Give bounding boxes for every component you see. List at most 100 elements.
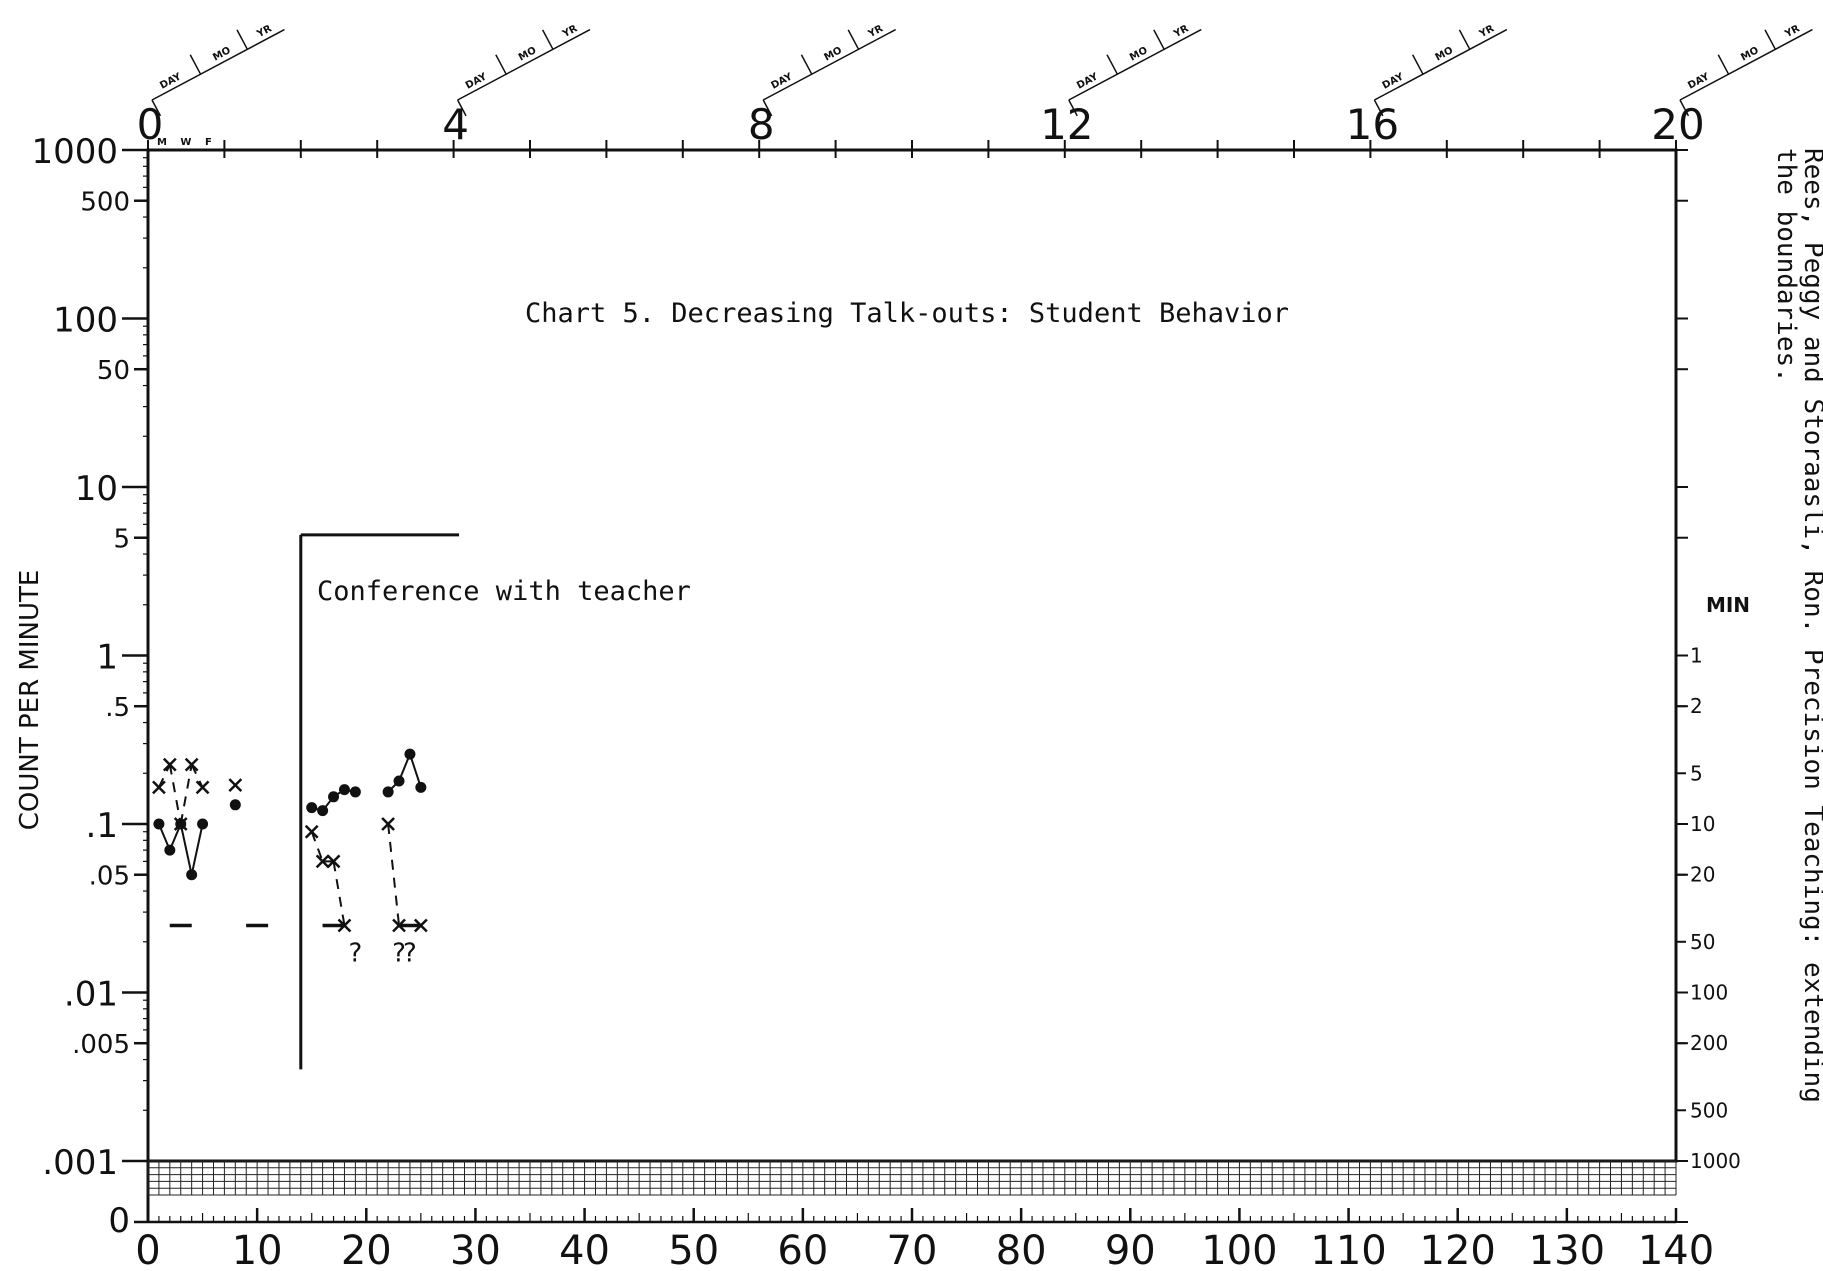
x-series-line [190,764,204,788]
x-point-stroke [195,780,210,795]
date-box-line [151,28,285,101]
min-label: 20 [1690,863,1715,887]
x-tick-label: 20 [341,1228,392,1271]
x-point-stroke [381,817,395,831]
date-box-edge [762,99,773,117]
dot-series-line [408,753,422,788]
x-point-stroke [228,778,243,793]
top-week-label: 4 [442,100,469,149]
y-tick-label: 100 [53,301,118,341]
dot-point [415,781,427,793]
min-label: 10 [1690,812,1715,836]
x-tick-label: 80 [996,1228,1047,1271]
date-box-divider [1153,29,1165,50]
date-box-edge [1068,99,1078,117]
x-point [326,854,341,869]
date-box-label: YR [560,23,580,40]
dot-point [393,775,405,787]
date-box-label: DAY [464,71,490,92]
x-point-stroke [173,817,188,831]
date-box-divider [1106,54,1119,75]
dot-point [382,786,394,798]
phase-annotation: Conference with teacher [317,576,691,607]
x-tick-label: 60 [777,1228,828,1271]
date-box-line [1068,28,1202,101]
dot-point [338,784,350,796]
date-box-edge [1679,99,1690,117]
x-tick-label: 0 [135,1228,160,1271]
x-tick-label: 130 [1529,1228,1605,1271]
x-series-line [168,764,182,825]
date-box-label: YR [1171,23,1191,40]
x-point [381,817,395,831]
top-week-label: 20 [1651,100,1704,149]
x-point-stroke [152,780,166,795]
x-point [315,854,330,869]
x-point-stroke [315,854,330,869]
x-tick-label: 140 [1638,1228,1714,1271]
x-series-line [310,831,324,862]
dot-point [229,799,241,811]
x-series-line [387,823,401,926]
date-box-label: DAY [158,71,184,92]
y-tick-label: .001 [42,1143,118,1183]
y-tick-label: 500 [80,188,130,218]
bottom-grid-layer [147,1160,1677,1196]
x-series-line [179,764,193,825]
date-box-divider [800,54,813,75]
chart-title: Chart 5. Decreasing Talk-outs: Student B… [525,298,1289,329]
date-box: DAY MO YR [456,23,591,117]
date-box-divider [1717,54,1730,75]
x-point-stroke [162,757,177,772]
min-label: 1000 [1690,1149,1741,1173]
day-letters: M W F [157,137,217,148]
date-box: DAY MO YR [762,23,896,117]
x-point [304,824,319,839]
dot-point [328,791,340,803]
y-tick-label: 10 [75,469,118,509]
date-box-divider [189,54,202,75]
data-layer: ??? [152,748,428,969]
date-box-edge [1373,99,1384,117]
date-box-label: YR [866,23,886,40]
dot-series-line [190,823,204,875]
y-axis-title: COUNT PER MINUTE [15,570,45,831]
date-box-edge [151,99,162,117]
date-box-label: DAY [769,71,795,92]
date-box-label: DAY [1075,71,1101,92]
x-tick-label: 30 [450,1228,501,1271]
x-tick-label: 40 [559,1228,610,1271]
x-point [173,817,188,831]
dot-point [317,805,329,817]
date-box: DAY MO YR [151,23,285,117]
date-box-label: DAY [1381,71,1407,92]
top-week-label: 12 [1040,100,1093,149]
date-box-divider [1764,29,1777,50]
date-box-line [762,28,896,101]
x-tick-label: 110 [1310,1228,1386,1271]
date-box-label: YR [1477,23,1497,40]
y-tick-label: .05 [89,862,130,892]
question-mark: ? [348,939,362,969]
y-tick-label: 1000 [31,132,118,172]
x-series-line [158,764,171,788]
date-box-divider [495,54,507,75]
date-box-label: MO [517,45,538,63]
date-box-label: MO [1434,45,1455,63]
y-tick-label: 0 [108,1201,130,1241]
x-point [195,780,210,795]
y-tick-label: .005 [72,1030,130,1060]
date-box-divider [1411,54,1424,75]
x-point [162,757,177,772]
date-box-line [1679,28,1813,101]
date-box-label: YR [254,23,274,40]
date-box-label: MO [1739,45,1760,63]
min-label: 1 [1690,644,1703,668]
x-point [152,780,166,795]
y-tick-label: 5 [113,525,130,555]
side-note-line-1: Rees, Peggy and Storaasli, Ron. Precisio… [1798,148,1823,1103]
date-box-line [1374,28,1508,101]
date-box-label: MO [822,45,843,63]
y-tick-layer: 1000 500 100 50 10 5 1 .5 .1 .05 .01 .005 .001 0 [31,132,1688,1241]
